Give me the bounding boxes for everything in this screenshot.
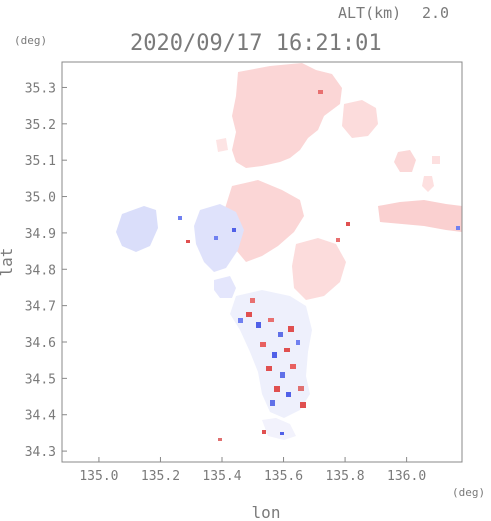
y-tick-label: 34.8 xyxy=(25,263,56,278)
echo-north-cluster xyxy=(232,63,342,168)
y-tick-label: 35.0 xyxy=(25,191,56,206)
echo-small-east-1 xyxy=(394,150,416,172)
x-tick-label: 135.4 xyxy=(202,469,241,484)
y-tick-label: 34.7 xyxy=(25,300,56,315)
x-tick-label: 135.0 xyxy=(79,469,118,484)
y-tick-label: 34.6 xyxy=(25,336,56,351)
x-tick-label: 135.8 xyxy=(326,469,365,484)
echo-south-column xyxy=(230,290,312,418)
altitude-value: 2.0 xyxy=(422,4,449,22)
echo-south-tail xyxy=(262,418,296,440)
echo-central-west-approach xyxy=(194,204,244,272)
y-tick-label: 35.2 xyxy=(25,118,56,133)
echo-field xyxy=(116,63,462,440)
y-tick-label: 34.9 xyxy=(25,227,56,242)
y-tick-label: 35.3 xyxy=(25,81,56,96)
y-tick-label: 34.5 xyxy=(25,372,56,387)
y-tick-label: 34.3 xyxy=(25,445,56,460)
x-axis-title: lon xyxy=(252,503,281,521)
echo-speckle xyxy=(178,90,460,441)
x-tick-label: 135.6 xyxy=(264,469,303,484)
echo-west-small-approach xyxy=(214,276,236,298)
echo-small-east-2 xyxy=(422,176,434,192)
echo-north-east-blob xyxy=(342,100,378,138)
echo-small-north-a xyxy=(216,138,228,152)
y-tick-label: 35.1 xyxy=(25,154,56,169)
altitude-label: ALT(km) xyxy=(338,4,401,22)
x-tick-label: 135.2 xyxy=(141,469,180,484)
timestamp-title: 2020/09/17 16:21:01 xyxy=(130,31,382,56)
echo-central-cluster xyxy=(222,180,304,262)
echo-small-east-3 xyxy=(432,156,440,164)
y-axis-title: lat xyxy=(0,248,16,277)
y-tick-label: 34.4 xyxy=(25,409,56,424)
y-unit-label: (deg) xyxy=(14,34,47,47)
x-axis: 135.0 135.2 135.4 135.6 135.8 136.0 xyxy=(79,457,426,484)
echo-mid-south xyxy=(292,238,346,300)
x-tick-label: 136.0 xyxy=(387,469,426,484)
y-axis: 35.3 35.2 35.1 35.0 34.9 34.8 34.7 34.6 34.5 34.4… xyxy=(25,81,67,460)
plot-frame xyxy=(61,61,463,463)
x-unit-label: (deg) xyxy=(452,486,485,499)
echo-west-approach-cell xyxy=(116,206,158,252)
echo-east-band xyxy=(378,200,462,232)
